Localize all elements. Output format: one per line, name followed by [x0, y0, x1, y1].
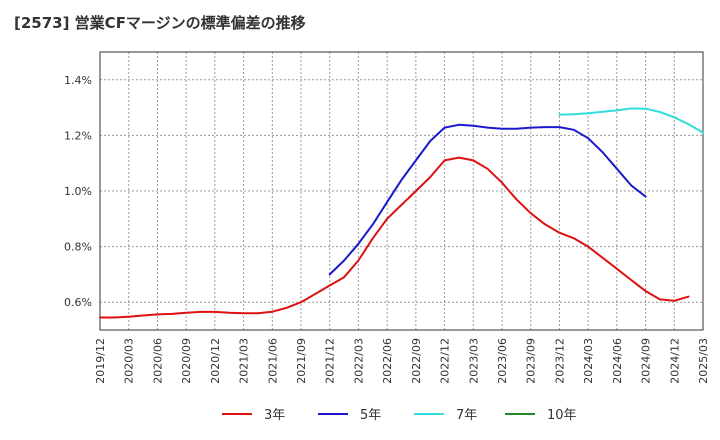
x-tick-label: 2020/06 [151, 338, 164, 384]
series-line-5年 [328, 123, 647, 276]
plot-area [99, 51, 704, 331]
x-tick-label: 2021/12 [324, 338, 337, 384]
x-tick-label: 2020/12 [209, 338, 222, 384]
x-tick-label: 2024/06 [611, 338, 624, 384]
y-tick-label: 0.6% [64, 296, 92, 309]
x-tick-label: 2021/03 [238, 338, 251, 384]
x-tick-label: 2022/12 [439, 338, 452, 384]
legend-label-10年: 10年 [547, 408, 577, 423]
legend-label-7年: 7年 [456, 408, 477, 423]
chart-title: [2573] 営業CFマージンの標準偏差の推移 [14, 14, 306, 32]
grid-lines [100, 52, 703, 330]
x-tick-label: 2020/09 [180, 338, 193, 384]
x-tick-label: 2023/06 [496, 338, 509, 384]
x-tick-label: 2021/09 [295, 338, 308, 384]
series-line-7年 [558, 107, 704, 134]
y-tick-label: 1.0% [64, 185, 92, 198]
x-tick-label: 2024/03 [582, 338, 595, 384]
x-tick-label: 2019/12 [94, 338, 107, 384]
x-tick-label: 2025/03 [697, 338, 710, 384]
x-tick-label: 2022/09 [410, 338, 423, 384]
legend: 3年 5年 7年 10年 [222, 408, 577, 423]
series-line-3年 [99, 156, 690, 319]
x-tick-label: 2022/03 [352, 338, 365, 384]
x-tick-label: 2024/09 [640, 338, 653, 384]
x-tick-label: 2023/09 [525, 338, 538, 384]
x-tick-label: 2024/12 [668, 338, 681, 384]
x-tick-label: 2023/03 [467, 338, 480, 384]
y-axis: 0.6% 0.8% 1.0% 1.2% 1.4% [64, 74, 92, 309]
x-tick-label: 2023/12 [553, 338, 566, 384]
x-tick-label: 2022/06 [381, 338, 394, 384]
y-tick-label: 1.2% [64, 129, 92, 142]
y-tick-label: 1.4% [64, 74, 92, 87]
y-tick-label: 0.8% [64, 241, 92, 254]
legend-label-3年: 3年 [264, 408, 285, 423]
x-axis: 2019/12 2020/03 2020/06 2020/09 2020/12 2021/… [94, 338, 710, 384]
legend-label-5年: 5年 [360, 408, 381, 423]
x-tick-label: 2020/03 [123, 338, 136, 384]
series-lines [99, 107, 704, 319]
x-tick-label: 2021/06 [266, 338, 279, 384]
